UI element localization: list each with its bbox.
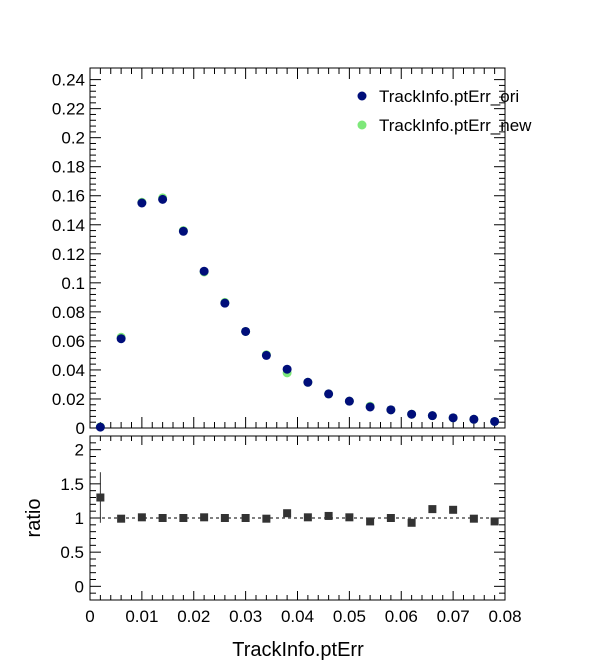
ratio-plot: 0 0.01 0.02 0.03 0.04 0.05 0.06 0.07 0.08 0 0.5 1 1.…: [23, 435, 522, 661]
y-tick-label: 0.08: [52, 303, 85, 322]
data-point-ori: [427, 411, 437, 421]
y-tick-label: 0.06: [52, 332, 85, 351]
ratio-point: [407, 518, 416, 527]
legend-marker: [357, 120, 367, 130]
y-axis-title: ratio: [23, 499, 45, 538]
data-point-ori: [448, 413, 458, 423]
y-tick-label: 0.5: [60, 543, 84, 562]
ratio-point: [283, 509, 292, 518]
x-tick-label: 0.07: [437, 607, 470, 626]
ratio-point: [158, 514, 167, 522]
y-tick-label: 1: [75, 509, 84, 528]
ratio-point: [449, 505, 458, 514]
y-tick-label: 0.18: [52, 158, 85, 177]
y-tick-label: 0.24: [52, 71, 85, 90]
ratio-point: [96, 493, 105, 502]
data-point-ori: [324, 389, 334, 399]
data-point-ori: [241, 326, 251, 336]
ratio-point: [303, 513, 312, 522]
data-point-ori: [220, 298, 230, 308]
ratio-point: [137, 513, 146, 522]
ratio-point: [386, 514, 395, 522]
legend-marker: [357, 91, 367, 101]
x-tick-label: 0.02: [177, 607, 210, 626]
data-point-ori: [95, 422, 105, 432]
ratio-point: [469, 514, 478, 523]
data-point-ori: [407, 409, 417, 419]
data-point-ori: [199, 266, 209, 276]
x-axis-title: TrackInfo.ptErr: [232, 639, 364, 661]
data-point-ori: [158, 194, 168, 204]
x-tick-label: 0.03: [229, 607, 262, 626]
x-tick-label: 0.01: [125, 607, 158, 626]
ratio-point: [324, 511, 333, 520]
data-point-ori: [386, 405, 396, 415]
data-point-ori: [469, 414, 479, 424]
y-tick-label: 2: [75, 441, 84, 460]
x-tick-label: 0.04: [281, 607, 314, 626]
ratio-point: [220, 514, 229, 522]
data-point-ori: [303, 377, 313, 387]
y-tick-label: 0.02: [52, 390, 85, 409]
data-point-ori: [282, 364, 292, 374]
ratio-point: [117, 514, 126, 523]
data-point-ori: [116, 334, 126, 344]
data-point-ori: [178, 226, 188, 236]
y-tick-label: 0.16: [52, 187, 85, 206]
y-tick-label: 0: [76, 419, 85, 438]
x-tick-label: 0.05: [333, 607, 366, 626]
x-tick-label: 0: [85, 607, 94, 626]
ratio-point: [490, 517, 499, 526]
data-point-ori: [365, 402, 375, 412]
ratio-point: [428, 505, 437, 514]
y-tick-label: 0.2: [61, 129, 85, 148]
ratio-point: [262, 514, 271, 523]
ratio-point: [179, 514, 188, 522]
ratio-point: [241, 514, 250, 522]
y-tick-label: 0.04: [52, 361, 85, 380]
data-point-ori: [344, 396, 354, 406]
data-point-ori: [490, 416, 500, 426]
x-tick-label: 0.08: [488, 607, 521, 626]
top-plot: 0 0.02 0.04 0.06 0.08 0.1 0.12 0.14 0.16 0.18 0.2 0…: [52, 67, 532, 438]
x-tick-label: 0.06: [385, 607, 418, 626]
y-tick-label: 0.14: [52, 216, 85, 235]
data-point-ori: [137, 198, 147, 208]
ratio-point: [366, 517, 375, 526]
data-point-ori: [261, 350, 271, 360]
y-tick-label: 0: [75, 577, 84, 596]
y-tick-label: 0.22: [52, 100, 85, 119]
ratio-point: [345, 513, 354, 522]
legend-label: TrackInfo.ptErr_new: [379, 116, 532, 135]
ratio-point: [200, 513, 209, 522]
y-tick-label: 1.5: [60, 475, 84, 494]
legend-label: TrackInfo.ptErr_ori: [379, 87, 519, 106]
y-tick-label: 0.1: [61, 274, 85, 293]
y-tick-label: 0.12: [52, 245, 85, 264]
